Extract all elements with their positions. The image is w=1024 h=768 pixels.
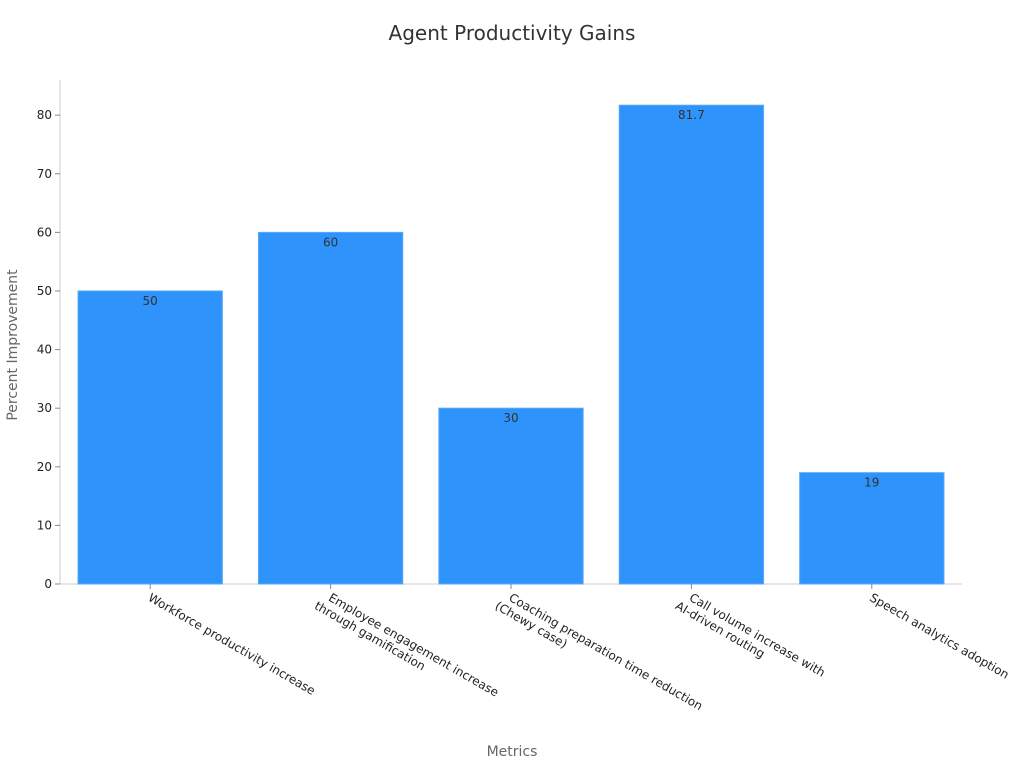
y-tick-label: 50	[37, 284, 52, 298]
bar	[77, 290, 223, 585]
y-tick-label: 20	[37, 460, 52, 474]
x-axis-ticks: Workforce productivity increase Employee …	[146, 584, 1011, 725]
y-tick-label: 80	[37, 108, 52, 122]
x-tick-label: Call volume increase withAI-driven routi…	[673, 586, 828, 691]
bar-data-label: 81.7	[678, 108, 705, 122]
bar	[618, 104, 765, 585]
bar-data-label: 19	[864, 476, 879, 490]
bar-data-label: 60	[323, 235, 338, 249]
x-tick-label: Coaching preparation time reduction(Chew…	[493, 586, 705, 725]
y-axis-title: Percent Improvement	[5, 269, 21, 421]
bar	[438, 407, 584, 585]
y-tick-label: 0	[44, 577, 52, 591]
bar	[257, 231, 404, 585]
y-tick-label: 60	[37, 225, 52, 239]
y-tick-label: 10	[37, 518, 52, 532]
y-tick-label: 40	[37, 343, 52, 357]
x-tick-label: Speech analytics adoption	[867, 590, 1011, 681]
bar-data-label: 50	[143, 294, 158, 308]
y-axis-ticks: 0 10 20 30 40 50 60 70 80	[37, 108, 60, 591]
y-tick-label: 30	[37, 401, 52, 415]
bars-group: 50 60 30 81.7 19	[77, 104, 945, 585]
bar	[799, 472, 945, 585]
bar-data-label: 30	[503, 411, 518, 425]
y-tick-label: 70	[37, 167, 52, 181]
chart-title: Agent Productivity Gains	[389, 21, 636, 45]
x-axis-title: Metrics	[487, 744, 538, 760]
x-tick-label: Workforce productivity increase	[146, 590, 318, 697]
x-tick-label: Employee engagement increasethrough gami…	[312, 586, 501, 711]
